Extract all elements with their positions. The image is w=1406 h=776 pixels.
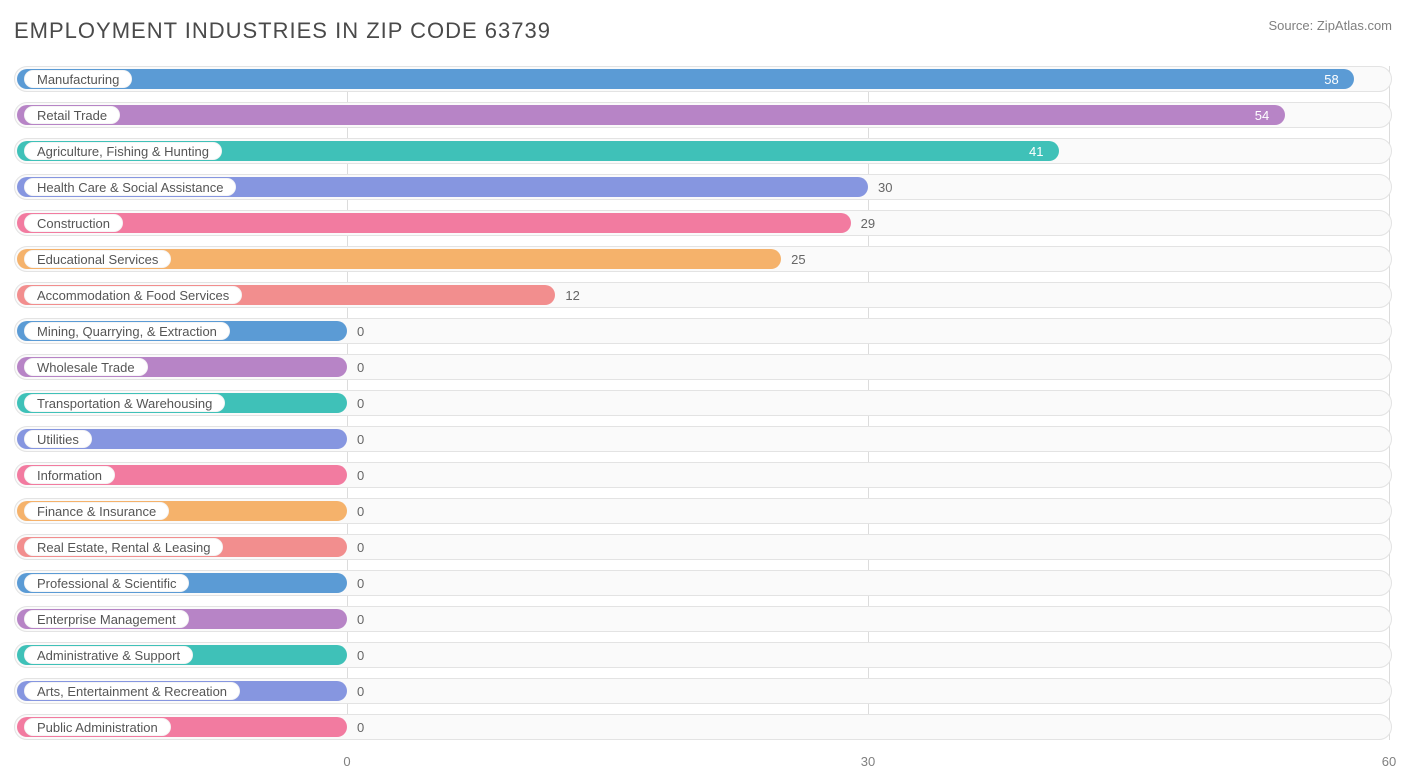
bar-label: Accommodation & Food Services bbox=[24, 286, 242, 304]
bar-row: Real Estate, Rental & Leasing 0 bbox=[14, 534, 1392, 560]
bar-value: 0 bbox=[357, 318, 364, 344]
bar-label: Public Administration bbox=[24, 718, 171, 736]
bar-label: Manufacturing bbox=[24, 70, 132, 88]
bar-value: 0 bbox=[357, 642, 364, 668]
bar-row: Professional & Scientific 0 bbox=[14, 570, 1392, 596]
bar-value: 0 bbox=[357, 354, 364, 380]
bar-row: Retail Trade 54 bbox=[14, 102, 1392, 128]
bar-list: Manufacturing 58 Retail Trade 54 Agriculture… bbox=[14, 66, 1392, 740]
bar-value: 12 bbox=[565, 282, 579, 308]
chart-area: Manufacturing 58 Retail Trade 54 Agriculture… bbox=[14, 66, 1392, 774]
chart-source: Source: ZipAtlas.com bbox=[1268, 18, 1392, 33]
bar-value: 30 bbox=[878, 174, 892, 200]
bar-row: Health Care & Social Assistance 30 bbox=[14, 174, 1392, 200]
bar-label: Professional & Scientific bbox=[24, 574, 189, 592]
bar-row: Utilities 0 bbox=[14, 426, 1392, 452]
bar-row: Information 0 bbox=[14, 462, 1392, 488]
bar-value: 29 bbox=[861, 210, 875, 236]
bar-row: Mining, Quarrying, & Extraction 0 bbox=[14, 318, 1392, 344]
bar-label: Mining, Quarrying, & Extraction bbox=[24, 322, 230, 340]
bar-value: 0 bbox=[357, 570, 364, 596]
x-axis-tick: 30 bbox=[861, 754, 875, 769]
bar-label: Arts, Entertainment & Recreation bbox=[24, 682, 240, 700]
bar-label: Enterprise Management bbox=[24, 610, 189, 628]
bar-row: Wholesale Trade 0 bbox=[14, 354, 1392, 380]
bar-row: Accommodation & Food Services 12 bbox=[14, 282, 1392, 308]
bar-value: 0 bbox=[357, 426, 364, 452]
bar-row: Transportation & Warehousing 0 bbox=[14, 390, 1392, 416]
bar-label: Health Care & Social Assistance bbox=[24, 178, 236, 196]
bar-label: Utilities bbox=[24, 430, 92, 448]
bar-value: 0 bbox=[357, 606, 364, 632]
bar-row: Agriculture, Fishing & Hunting 41 bbox=[14, 138, 1392, 164]
bar-value: 0 bbox=[357, 498, 364, 524]
bar-row: Construction 29 bbox=[14, 210, 1392, 236]
bar-label: Administrative & Support bbox=[24, 646, 193, 664]
bar-label: Wholesale Trade bbox=[24, 358, 148, 376]
bar-value: 41 bbox=[1029, 138, 1043, 164]
bar-value: 54 bbox=[1255, 102, 1269, 128]
chart-title: EMPLOYMENT INDUSTRIES IN ZIP CODE 63739 bbox=[14, 18, 551, 44]
bar-value: 25 bbox=[791, 246, 805, 272]
chart-header: EMPLOYMENT INDUSTRIES IN ZIP CODE 63739 … bbox=[14, 18, 1392, 44]
bar-row: Enterprise Management 0 bbox=[14, 606, 1392, 632]
bar-label: Construction bbox=[24, 214, 123, 232]
bar-value: 58 bbox=[1324, 66, 1338, 92]
bar-row: Educational Services 25 bbox=[14, 246, 1392, 272]
x-axis: 03060 bbox=[14, 750, 1392, 774]
bar-row: Manufacturing 58 bbox=[14, 66, 1392, 92]
bar-value: 0 bbox=[357, 390, 364, 416]
bar-fill bbox=[17, 213, 851, 233]
bar-row: Public Administration 0 bbox=[14, 714, 1392, 740]
bar-value: 0 bbox=[357, 678, 364, 704]
bar-label: Real Estate, Rental & Leasing bbox=[24, 538, 223, 556]
bar-fill bbox=[17, 105, 1285, 125]
bar-label: Information bbox=[24, 466, 115, 484]
bar-fill bbox=[17, 69, 1354, 89]
bar-row: Arts, Entertainment & Recreation 0 bbox=[14, 678, 1392, 704]
x-axis-tick: 0 bbox=[343, 754, 350, 769]
bar-value: 0 bbox=[357, 534, 364, 560]
x-axis-tick: 60 bbox=[1382, 754, 1396, 769]
bar-label: Educational Services bbox=[24, 250, 171, 268]
bar-label: Finance & Insurance bbox=[24, 502, 169, 520]
bar-value: 0 bbox=[357, 462, 364, 488]
bar-label: Agriculture, Fishing & Hunting bbox=[24, 142, 222, 160]
bar-row: Finance & Insurance 0 bbox=[14, 498, 1392, 524]
bar-row: Administrative & Support 0 bbox=[14, 642, 1392, 668]
bar-label: Transportation & Warehousing bbox=[24, 394, 225, 412]
bar-value: 0 bbox=[357, 714, 364, 740]
bar-label: Retail Trade bbox=[24, 106, 120, 124]
